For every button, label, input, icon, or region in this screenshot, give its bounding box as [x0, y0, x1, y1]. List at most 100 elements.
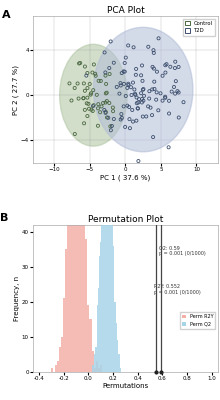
X-axis label: PC 1 ( 37.6 %): PC 1 ( 37.6 %) — [100, 174, 150, 181]
Point — [163, 94, 167, 101]
Point — [120, 70, 123, 76]
Point — [118, 90, 121, 97]
Point — [104, 110, 107, 116]
Point — [139, 90, 143, 96]
Point — [153, 86, 156, 92]
Point — [149, 104, 152, 111]
Title: Permutation Plot: Permutation Plot — [88, 215, 163, 224]
Point — [91, 108, 95, 114]
Point — [85, 100, 88, 106]
Bar — [83, 162, 85, 372]
Point — [129, 84, 133, 90]
Point — [78, 60, 82, 66]
Bar — [94, 354, 95, 372]
Bar — [65, 250, 67, 372]
Point — [176, 88, 179, 94]
Point — [141, 78, 144, 84]
Point — [111, 104, 115, 111]
Bar — [104, 88, 105, 372]
Point — [89, 90, 93, 96]
Point — [127, 82, 130, 88]
Bar — [120, 368, 121, 372]
Point — [73, 131, 77, 137]
Point — [146, 103, 150, 110]
Bar — [107, 0, 108, 372]
Point — [150, 86, 154, 93]
Point — [120, 115, 124, 121]
Point — [108, 100, 111, 106]
Point — [140, 99, 144, 106]
Bar — [118, 354, 119, 372]
Point — [142, 93, 146, 99]
Point — [104, 109, 108, 115]
Point — [157, 107, 160, 114]
Point — [122, 103, 125, 110]
Bar — [77, 0, 79, 372]
Point — [132, 44, 135, 50]
Point — [82, 120, 86, 126]
Point — [130, 107, 134, 113]
Point — [141, 86, 145, 93]
Point — [124, 93, 128, 99]
Point — [136, 105, 140, 112]
Point — [134, 66, 138, 72]
Point — [133, 90, 137, 97]
Point — [119, 80, 122, 86]
Point — [126, 85, 129, 91]
Bar — [114, 302, 116, 372]
Bar — [79, 0, 81, 372]
Point — [148, 88, 151, 94]
Point — [137, 96, 141, 102]
Text: B: B — [0, 213, 8, 223]
Point — [130, 92, 133, 98]
Point — [155, 89, 158, 96]
Point — [172, 84, 176, 90]
Point — [94, 70, 97, 77]
Bar — [67, 172, 69, 372]
Point — [151, 134, 155, 140]
Point — [101, 100, 105, 106]
Point — [99, 78, 103, 84]
Bar — [99, 256, 100, 372]
Point — [137, 158, 140, 164]
Point — [111, 108, 115, 114]
Point — [182, 99, 185, 105]
Point — [92, 87, 95, 93]
Point — [98, 109, 102, 116]
Point — [103, 107, 106, 113]
Point — [104, 90, 108, 96]
Point — [104, 72, 107, 79]
Point — [163, 62, 167, 68]
Point — [152, 78, 156, 85]
Point — [90, 106, 93, 113]
Point — [77, 60, 81, 67]
Bar — [73, 0, 75, 372]
Bar — [93, 365, 94, 372]
Point — [177, 114, 181, 121]
Point — [120, 111, 123, 117]
Bar — [81, 39, 83, 372]
Point — [91, 103, 95, 109]
Point — [136, 99, 140, 106]
Point — [103, 49, 106, 56]
Point — [87, 106, 91, 112]
Point — [119, 116, 122, 123]
Point — [108, 71, 111, 77]
Point — [152, 65, 156, 72]
Point — [82, 80, 86, 87]
Bar — [95, 348, 97, 372]
Point — [100, 103, 103, 110]
Bar — [98, 288, 99, 372]
Point — [77, 95, 80, 102]
Legend: Perm R2Y, Perm Q2: Perm R2Y, Perm Q2 — [180, 312, 215, 329]
Point — [92, 61, 96, 68]
Point — [83, 88, 87, 94]
Point — [115, 84, 119, 90]
Point — [152, 47, 155, 53]
Point — [87, 100, 90, 107]
Bar — [105, 36, 106, 372]
Bar — [98, 368, 100, 372]
Bar — [85, 239, 87, 372]
Point — [150, 112, 154, 118]
Point — [86, 70, 89, 76]
